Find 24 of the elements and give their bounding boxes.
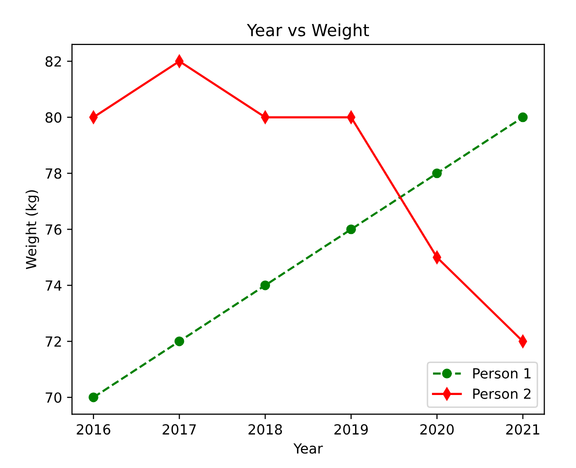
y-tick-label: 78	[46, 168, 62, 179]
point	[518, 112, 528, 122]
point	[432, 168, 442, 178]
x-tick-label: 2019	[334, 424, 368, 435]
y-tick-label: 70	[46, 392, 62, 403]
x-tick-label: 2018	[248, 424, 282, 435]
point	[260, 280, 270, 290]
y-tick-label: 72	[46, 336, 61, 347]
legend-label: Person 1	[473, 368, 531, 379]
y-tick-label: 80	[46, 112, 62, 123]
x-tick-label: 2017	[162, 424, 196, 435]
point	[88, 392, 98, 402]
y-tick-label: 74	[46, 280, 62, 291]
x-tick-label: 2016	[76, 424, 110, 435]
y-tick-label: 76	[46, 224, 62, 235]
y-axis-title: Weight (kg)	[26, 190, 40, 270]
x-tick-label: 2021	[506, 424, 540, 435]
x-axis-title: Year	[293, 443, 323, 454]
point	[346, 224, 356, 234]
y-tick-label: 82	[46, 56, 61, 67]
chart-title: Year vs Weight	[246, 23, 370, 40]
x-tick-label: 2020	[420, 424, 454, 435]
point	[174, 336, 184, 346]
legend-label: Person 2	[473, 388, 530, 399]
